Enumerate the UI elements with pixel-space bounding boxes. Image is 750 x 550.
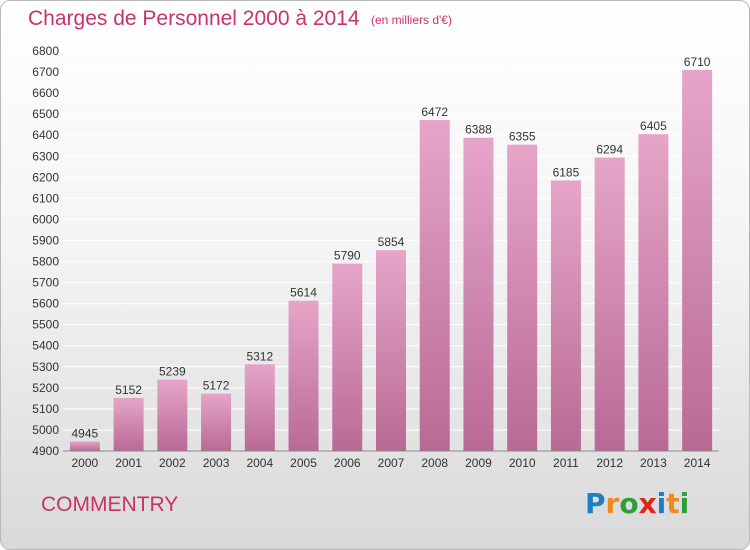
bar [288, 300, 319, 451]
x-tick-label: 2007 [378, 456, 405, 470]
logo-letter: r [605, 487, 620, 520]
y-tick-label: 6300 [32, 149, 59, 163]
logo-letter: i [656, 487, 667, 520]
x-tick-label: 2008 [421, 456, 448, 470]
data-label: 6405 [640, 119, 667, 133]
bar [376, 250, 406, 451]
y-tick-label: 6000 [32, 212, 59, 226]
data-label: 5312 [246, 349, 273, 363]
x-tick-label: 2009 [465, 456, 492, 470]
y-tick-label: 5500 [32, 318, 59, 332]
bar [463, 137, 494, 451]
bar [157, 379, 188, 451]
chart-unit: (en milliers d'€) [371, 13, 452, 27]
bar [507, 144, 538, 451]
bar [244, 364, 275, 451]
x-tick-label: 2005 [290, 456, 317, 470]
y-tick-label: 5300 [32, 360, 59, 374]
city-name: COMMENTRY [41, 493, 179, 516]
bar [550, 180, 581, 451]
data-label: 5152 [115, 383, 142, 397]
x-tick-label: 2010 [509, 456, 536, 470]
logo-letter: P [585, 487, 606, 520]
bar [113, 397, 144, 451]
data-label: 6472 [421, 105, 448, 119]
x-axis-ticks: 2000 2001 2002 2003 2004 2005 2006 2007 2008 2009… [72, 456, 711, 470]
y-tick-label: 5900 [32, 233, 59, 247]
y-tick-label: 5200 [32, 381, 59, 395]
bar [332, 263, 363, 451]
x-tick-label: 2004 [246, 456, 273, 470]
y-tick-label: 5100 [32, 402, 59, 416]
y-tick-label: 5800 [32, 255, 59, 269]
y-tick-label: 4900 [32, 444, 59, 458]
data-label: 5172 [203, 379, 230, 393]
x-tick-label: 2001 [115, 456, 142, 470]
y-tick-label: 6400 [32, 128, 59, 142]
y-tick-label: 6200 [32, 170, 59, 184]
x-tick-label: 2012 [596, 456, 623, 470]
data-label: 4945 [72, 427, 99, 441]
x-tick-label: 2013 [640, 456, 667, 470]
data-label: 5854 [378, 235, 405, 249]
y-tick-label: 5700 [32, 276, 59, 290]
chart-title: Charges de Personnel 2000 à 2014 [28, 7, 360, 30]
x-tick-label: 2003 [203, 456, 230, 470]
logo-letter: t [666, 487, 680, 520]
x-tick-label: 2014 [684, 456, 711, 470]
x-tick-label: 2002 [159, 456, 186, 470]
data-label: 5614 [290, 286, 317, 300]
data-label: 6185 [553, 165, 580, 179]
x-tick-label: 2000 [72, 456, 99, 470]
data-label: 6355 [509, 130, 536, 144]
y-axis-ticks: 4900 5000 5100 5200 5300 5400 5500 5600 5700 5800… [32, 44, 59, 458]
bar [419, 120, 450, 451]
data-label: 6294 [596, 143, 623, 157]
bars [63, 69, 719, 452]
bar [69, 441, 100, 451]
data-labels: 4945 5152 5239 5172 5312 5614 5790 5854 6472 6388… [72, 55, 711, 441]
logo-letter: o [619, 487, 639, 520]
bar [594, 157, 625, 452]
data-label: 5239 [159, 365, 186, 379]
y-tick-label: 5600 [32, 297, 59, 311]
data-label: 5790 [334, 249, 361, 263]
y-tick-label: 6600 [32, 86, 59, 100]
proxiti-logo: Proxiti [585, 487, 689, 520]
y-tick-label: 5400 [32, 339, 59, 353]
x-tick-label: 2011 [553, 456, 579, 470]
y-tick-label: 6100 [32, 191, 59, 205]
x-tick-label: 2006 [334, 456, 361, 470]
bar [201, 393, 232, 451]
logo-letter: x [638, 487, 657, 520]
y-tick-label: 6500 [32, 107, 59, 121]
logo-letter: i [679, 487, 690, 520]
bar [638, 134, 669, 451]
bar [682, 69, 713, 452]
y-tick-label: 6800 [32, 44, 59, 58]
y-tick-label: 6700 [32, 65, 59, 79]
data-label: 6388 [465, 123, 492, 137]
y-tick-label: 5000 [32, 423, 59, 437]
data-label: 6710 [684, 55, 711, 69]
